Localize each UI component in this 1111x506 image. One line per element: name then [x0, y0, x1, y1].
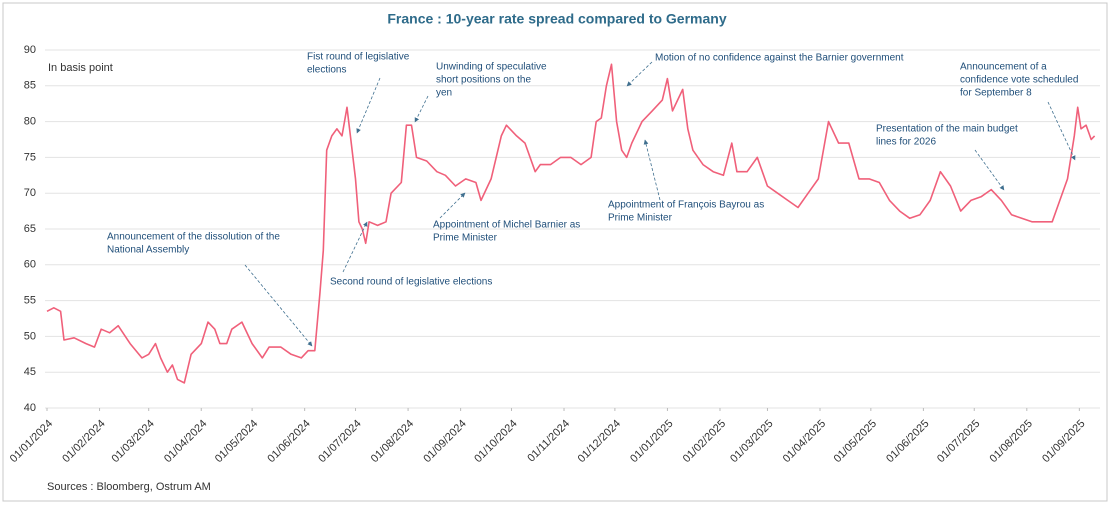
annotation: Motion of no confidence against the Barn… — [655, 53, 904, 64]
annotation-arrow — [974, 149, 1005, 191]
annotation-arrow — [244, 264, 313, 347]
chart-title: France : 10-year rate spread compared to… — [387, 11, 726, 27]
annotation: Appointment of François Bayrou as — [608, 200, 764, 211]
x-tick-label: 01/03/2024 — [109, 418, 156, 465]
annotation: elections — [307, 65, 346, 76]
x-tick-label: 01/08/2025 — [988, 418, 1035, 465]
y-tick-label: 40 — [24, 402, 36, 414]
y-tick-label: 45 — [24, 366, 36, 378]
x-tick-label: 01/10/2024 — [472, 418, 519, 465]
annotation: short positions on the — [436, 75, 531, 86]
annotation-arrow — [414, 95, 429, 123]
x-tick-label: 01/07/2025 — [935, 418, 982, 465]
x-tick-label: 01/01/2024 — [8, 418, 55, 465]
annotation: Prime Minister — [433, 233, 498, 244]
x-tick-label: 01/07/2024 — [316, 418, 363, 465]
x-tick-label: 01/03/2025 — [728, 418, 775, 465]
annotation: Unwinding of speculative — [436, 62, 547, 73]
annotation: lines for 2026 — [876, 137, 936, 148]
y-tick-label: 50 — [24, 330, 36, 342]
x-tick-label: 01/08/2024 — [369, 418, 416, 465]
annotation-arrow — [439, 192, 466, 219]
x-tick-label: 01/09/2025 — [1040, 418, 1087, 465]
annotation: confidence vote scheduled — [960, 75, 1078, 86]
annotation-arrow — [1047, 101, 1076, 161]
y-tick-label: 90 — [24, 44, 36, 56]
x-tick-label: 01/06/2024 — [265, 418, 312, 465]
annotation: Fist round of legislative — [307, 52, 410, 63]
annotation: Second round of legislative elections — [330, 277, 492, 288]
y-tick-label: 75 — [24, 151, 36, 163]
y-tick-label: 65 — [24, 223, 36, 235]
x-tick-label: 01/12/2024 — [576, 418, 623, 465]
annotation-arrow — [626, 61, 653, 87]
x-tick-label: 01/02/2025 — [681, 418, 728, 465]
y-tick-label: 85 — [24, 80, 36, 92]
y-tick-label: 60 — [24, 259, 36, 271]
y-tick-label: 80 — [24, 116, 36, 128]
annotation: for September 8 — [960, 88, 1032, 99]
annotation: yen — [436, 88, 452, 99]
annotation: National Assembly — [107, 245, 189, 256]
x-tick-label: 01/05/2025 — [832, 418, 879, 465]
source: Sources : Bloomberg, Ostrum AM — [47, 481, 211, 493]
y-axis-label: In basis point — [48, 62, 113, 74]
x-tick-label: 01/02/2024 — [60, 418, 107, 465]
annotation: Appointment of Michel Barnier as — [433, 220, 580, 231]
x-tick-label: 01/04/2024 — [162, 418, 209, 465]
annotation: Announcement of the dissolution of the — [107, 232, 280, 243]
annotation-arrow — [643, 139, 661, 201]
annotation: Announcement of a — [960, 62, 1047, 73]
x-tick-label: 01/04/2025 — [781, 418, 828, 465]
x-tick-label: 01/06/2025 — [884, 418, 931, 465]
annotation: Presentation of the main budget — [876, 124, 1018, 135]
y-tick-label: 70 — [24, 187, 36, 199]
x-tick-label: 01/01/2025 — [628, 418, 675, 465]
data-line — [46, 63, 1096, 384]
annotation-arrow — [342, 221, 368, 273]
x-tick-label: 01/09/2024 — [421, 418, 468, 465]
x-tick-label: 01/05/2024 — [213, 418, 260, 465]
x-tick-label: 01/11/2024 — [525, 418, 572, 465]
annotation: Prime Minister — [608, 213, 673, 224]
y-tick-label: 55 — [24, 295, 36, 307]
